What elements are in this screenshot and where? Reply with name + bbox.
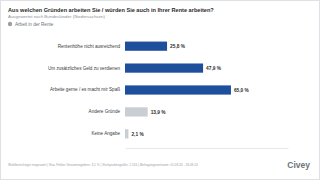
bar xyxy=(125,107,148,116)
data-labels: 25,8 % 47,9 % 65,0 % 13,9 % 2,1 % xyxy=(131,44,249,137)
tick: Rentenhöhe nicht ausreichend xyxy=(58,44,125,49)
axis-line xyxy=(126,148,289,149)
tick: Arbeite gerne / es macht mir Spaß xyxy=(50,87,125,92)
data-label: 25,8 % xyxy=(170,44,186,49)
card-frame xyxy=(1,1,320,180)
tick-label: Um zusätzliches Geld zu verdienen xyxy=(48,66,120,71)
bar xyxy=(125,85,231,94)
data-label: 13,9 % xyxy=(151,110,167,115)
legend-entry: Arbeit in der Rente xyxy=(15,22,54,27)
bar xyxy=(125,42,167,51)
y-axis: Rentenhöhe nicht ausreichend Um zusätzlic… xyxy=(48,44,125,137)
bar xyxy=(125,129,128,138)
x-axis xyxy=(126,148,289,149)
data-label: 2,1 % xyxy=(131,132,144,137)
subtitle: Ausgewertet nach Bundesländer (Niedersac… xyxy=(8,14,105,19)
tick-label: Rentenhöhe nicht ausreichend xyxy=(58,44,121,49)
tick: Keine Angabe xyxy=(91,131,125,136)
footer: Wahlberechtigte insgesamt | Stat. Fehler… xyxy=(8,163,198,167)
tick: Andere Gründe xyxy=(89,109,125,114)
legend: Arbeit in der Rente xyxy=(8,22,54,27)
data-label: 47,9 % xyxy=(206,66,222,71)
chart: Aus welchen Gründen arbeiten Sie / würde… xyxy=(0,0,320,180)
brand: Civey xyxy=(287,160,310,170)
tick-label: Keine Angabe xyxy=(91,131,120,136)
data-label: 65,0 % xyxy=(234,88,250,93)
tick-label: Arbeite gerne / es macht mir Spaß xyxy=(50,87,120,92)
title: Aus welchen Gründen arbeiten Sie / würde… xyxy=(8,7,214,13)
legend-symbol xyxy=(8,22,12,26)
tick: Um zusätzliches Geld zu verdienen xyxy=(48,66,125,71)
tick-label: Andere Gründe xyxy=(89,109,121,114)
bars xyxy=(125,42,231,139)
bar xyxy=(125,63,203,72)
